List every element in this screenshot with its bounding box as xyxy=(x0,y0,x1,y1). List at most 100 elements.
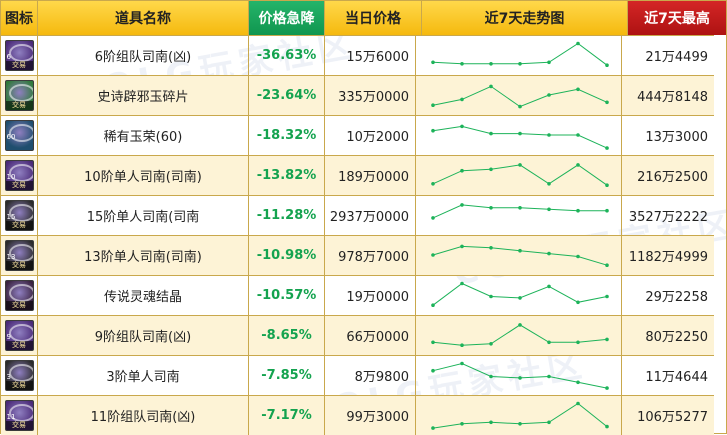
trend-point xyxy=(488,205,493,210)
trend-point xyxy=(517,295,522,300)
trend-sparkline xyxy=(430,244,609,267)
trend-point xyxy=(488,131,493,135)
price-drop: -8.65% xyxy=(249,316,325,355)
trend-line xyxy=(432,125,607,149)
trend-line xyxy=(432,42,607,66)
current-price: 15万6000 xyxy=(325,36,416,75)
trend-point xyxy=(575,132,580,137)
trend-cell xyxy=(416,116,622,155)
header-icon: 图标 xyxy=(1,1,38,35)
item-name: 10阶单人司南(司南) xyxy=(38,156,249,195)
table-row: 10 交易 10阶单人司南(司南) -13.82% 189万0000 216万2500 xyxy=(1,155,714,195)
trend-point xyxy=(430,368,435,372)
max-price: 216万2500 xyxy=(637,170,708,185)
item-name: 15阶单人司南(司南 xyxy=(38,196,249,235)
trend-point xyxy=(430,302,435,307)
table-row: 交易 史诗辟邪玉碎片 -23.64% 335万0000 444万8148 xyxy=(1,75,714,115)
max-price: 3527万2222 xyxy=(628,210,708,225)
trend-point xyxy=(604,262,609,267)
trend-point xyxy=(604,100,609,104)
current-price: 335万0000 xyxy=(325,76,416,115)
trend-point xyxy=(575,300,580,304)
trend-point xyxy=(546,374,551,378)
trend-point xyxy=(488,84,493,88)
price-drop: -7.17% xyxy=(249,396,325,435)
trend-point xyxy=(604,145,609,150)
trend-point xyxy=(575,340,580,344)
current-price: 189万0000 xyxy=(325,156,416,195)
trend-point xyxy=(604,385,609,390)
trend-point xyxy=(430,215,435,220)
trend-point xyxy=(459,421,464,426)
price-drop: -10.98% xyxy=(249,236,325,275)
max-price: 29万2258 xyxy=(645,290,708,305)
trend-point xyxy=(575,208,580,212)
compass-icon: 11 交易 xyxy=(4,400,34,431)
current-price: 99万3000 xyxy=(325,396,416,435)
trend-sparkline xyxy=(430,41,609,67)
item-name: 13阶单人司南(司南) xyxy=(38,236,249,275)
jade-orb-icon: 60 xyxy=(4,120,34,151)
icon-cell: 13 交易 xyxy=(1,236,38,275)
trend-point xyxy=(604,337,609,341)
trend-point xyxy=(459,202,464,207)
trend-point xyxy=(575,162,580,167)
icon-cell: 9 交易 xyxy=(1,316,38,355)
trend-cell xyxy=(416,196,622,235)
trend-point xyxy=(575,87,580,91)
trend-point xyxy=(546,340,551,344)
trend-point xyxy=(459,244,464,248)
trend-point xyxy=(546,420,551,424)
table-row: 60 稀有玉荣(60) -18.32% 10万2000 13万3000 xyxy=(1,115,714,155)
trend-point xyxy=(488,294,493,298)
trend-point xyxy=(488,374,493,378)
price-drop: -13.82% xyxy=(249,156,325,195)
item-name: 传说灵魂结晶 xyxy=(38,276,249,315)
trend-point xyxy=(459,168,464,172)
icon-cell: 交易 xyxy=(1,276,38,315)
trend-point xyxy=(459,361,464,365)
trend-sparkline xyxy=(430,401,609,430)
compass-icon: 10 交易 xyxy=(4,160,34,191)
price-drop: -7.85% xyxy=(249,356,325,395)
compass-icon: 9 交易 xyxy=(4,320,34,351)
table-row: 13 交易 13阶单人司南(司南) -10.98% 978万7000 1182万4999 xyxy=(1,235,714,275)
trend-point xyxy=(459,342,464,347)
table-row: 3 交易 3阶单人司南 -7.85% 8万9800 11万4644 xyxy=(1,355,714,395)
trend-point xyxy=(575,380,580,384)
current-price: 66万0000 xyxy=(325,316,416,355)
trend-cell xyxy=(416,316,622,355)
trend-cell xyxy=(416,356,622,395)
trend-sparkline xyxy=(430,361,609,390)
trend-point xyxy=(517,421,522,426)
table-header: 图标 道具名称 价格急降 当日价格 近7天走势图 近7天最高 xyxy=(1,1,726,35)
trend-sparkline xyxy=(430,281,609,307)
icon-cell: 交易 xyxy=(1,76,38,115)
trend-point xyxy=(575,401,580,405)
trend-cell xyxy=(416,236,622,275)
trend-cell xyxy=(416,76,622,115)
trend-point xyxy=(430,128,435,132)
compass-icon: 3 交易 xyxy=(4,360,34,391)
header-trend: 近7天走势图 xyxy=(422,1,628,35)
trend-point xyxy=(430,181,435,186)
trend-point xyxy=(459,97,464,101)
icon-cell: 6 交易 xyxy=(1,36,38,75)
compass-icon: 6 交易 xyxy=(4,40,34,71)
header-price: 当日价格 xyxy=(325,1,422,35)
current-price: 2937万0000 xyxy=(325,196,416,235)
icon-cell: 15 交易 xyxy=(1,196,38,235)
compass-icon: 15 交易 xyxy=(4,200,34,231)
trend-point xyxy=(488,420,493,424)
trend-point xyxy=(488,341,493,346)
price-drop: -18.32% xyxy=(249,116,325,155)
trend-point xyxy=(604,424,609,428)
max-price: 1182万4999 xyxy=(628,250,708,265)
price-drop: -23.64% xyxy=(249,76,325,115)
trend-point xyxy=(459,281,464,285)
trend-point xyxy=(488,61,493,66)
icon-cell: 10 交易 xyxy=(1,156,38,195)
trend-point xyxy=(604,62,609,67)
current-price: 10万2000 xyxy=(325,116,416,155)
trend-point xyxy=(430,252,435,257)
